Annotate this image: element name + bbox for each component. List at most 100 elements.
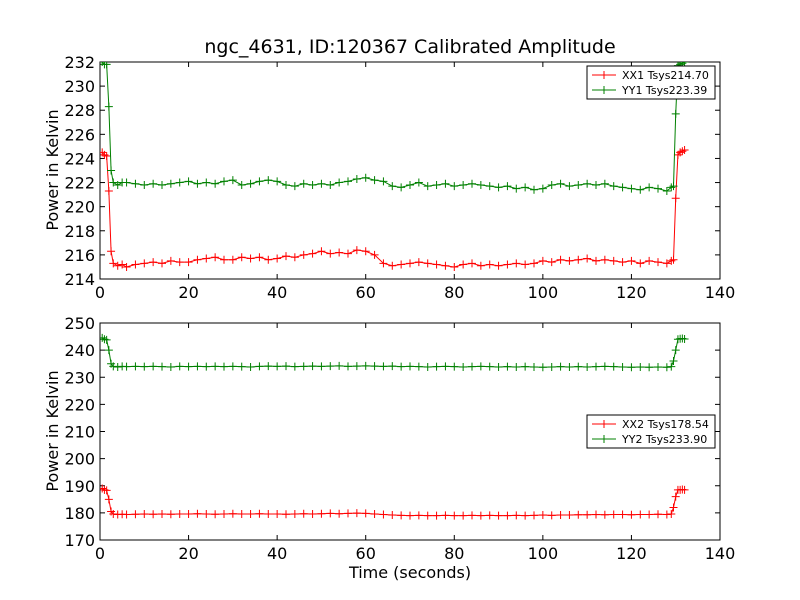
data-point — [335, 178, 344, 187]
data-point — [290, 509, 299, 518]
data-point — [264, 509, 273, 518]
data-point — [104, 495, 113, 504]
legend-label: XX2 Tsys178.54 — [622, 418, 709, 431]
data-point — [503, 362, 512, 371]
data-point — [662, 186, 671, 195]
data-point — [671, 492, 680, 501]
x-tick-label: 140 — [705, 283, 736, 302]
data-point — [352, 362, 361, 371]
data-point — [627, 363, 636, 372]
y-tick-label: 228 — [64, 101, 95, 120]
y-tick-label: 232 — [64, 53, 95, 72]
top-y-axis-label: Power in Kelvin — [43, 109, 62, 230]
data-point — [193, 179, 202, 188]
data-point — [237, 509, 246, 518]
data-point — [299, 179, 308, 188]
data-point — [609, 182, 618, 191]
data-point — [645, 363, 654, 372]
data-point — [237, 180, 246, 189]
series-line-2 — [101, 337, 685, 368]
data-point — [618, 362, 627, 371]
y-tick-label: 222 — [64, 174, 95, 193]
data-point — [113, 180, 122, 189]
data-point — [662, 510, 671, 519]
data-point — [202, 254, 211, 263]
data-point — [149, 258, 158, 267]
data-point — [109, 362, 118, 371]
data-point — [220, 255, 228, 264]
data-point — [184, 509, 193, 518]
data-point — [627, 184, 636, 193]
data-point — [423, 362, 432, 371]
data-point — [547, 180, 556, 189]
legend-label: XX1 Tsys214.70 — [622, 69, 709, 82]
data-point — [609, 362, 618, 371]
data-point — [370, 509, 379, 518]
legend-marker — [600, 71, 608, 79]
data-point — [131, 260, 140, 269]
data-point — [538, 256, 547, 265]
data-point — [468, 179, 476, 188]
data-point — [432, 180, 441, 189]
data-point — [574, 180, 583, 189]
data-point — [618, 183, 627, 192]
data-point — [547, 362, 556, 371]
data-point — [530, 259, 538, 268]
data-point — [600, 255, 609, 264]
data-point — [654, 184, 662, 193]
y-tick-label: 216 — [64, 246, 95, 265]
data-point — [503, 511, 512, 520]
data-point — [397, 511, 406, 520]
y-tick-label: 200 — [64, 450, 95, 469]
data-point — [211, 253, 220, 262]
data-point — [228, 255, 237, 264]
data-point — [370, 250, 379, 259]
x-tick-label: 120 — [616, 283, 647, 302]
data-point — [273, 254, 282, 263]
data-point — [290, 362, 299, 371]
data-point — [308, 509, 317, 518]
data-point — [308, 249, 317, 258]
y-tick-label: 180 — [64, 504, 95, 523]
data-point — [388, 261, 397, 270]
data-point — [344, 249, 352, 258]
data-point — [140, 259, 149, 268]
data-point — [335, 509, 344, 518]
data-point — [494, 362, 503, 371]
data-point — [255, 177, 264, 186]
data-point — [556, 362, 565, 371]
data-point — [459, 362, 468, 371]
data-point — [131, 510, 140, 519]
data-point — [335, 361, 344, 370]
data-point — [109, 259, 118, 268]
data-point — [237, 362, 246, 371]
data-point — [627, 510, 636, 519]
data-point — [184, 177, 193, 186]
data-point — [538, 184, 547, 193]
bottom-y-axis-label: Power in Kelvin — [43, 370, 62, 491]
data-point — [671, 346, 680, 355]
data-point — [680, 335, 689, 344]
data-point — [166, 179, 175, 188]
data-point — [317, 509, 326, 518]
data-point — [166, 362, 175, 371]
data-point — [406, 511, 414, 520]
data-point — [264, 362, 273, 371]
data-point — [592, 180, 600, 189]
data-point — [237, 253, 246, 262]
data-point — [166, 256, 175, 265]
data-point — [100, 484, 107, 493]
data-point — [282, 362, 290, 371]
plot-area-frame — [99, 61, 721, 280]
y-tick-label: 190 — [64, 477, 95, 496]
x-tick-label: 0 — [95, 544, 105, 563]
data-point — [397, 183, 406, 192]
legend-box — [586, 65, 716, 100]
data-point — [678, 147, 687, 156]
data-point — [450, 362, 459, 371]
data-point — [680, 62, 689, 66]
data-point — [441, 179, 450, 188]
y-tick-label: 250 — [64, 314, 95, 333]
data-point — [158, 259, 166, 268]
legend-label: YY2 Tsys233.90 — [621, 433, 707, 446]
